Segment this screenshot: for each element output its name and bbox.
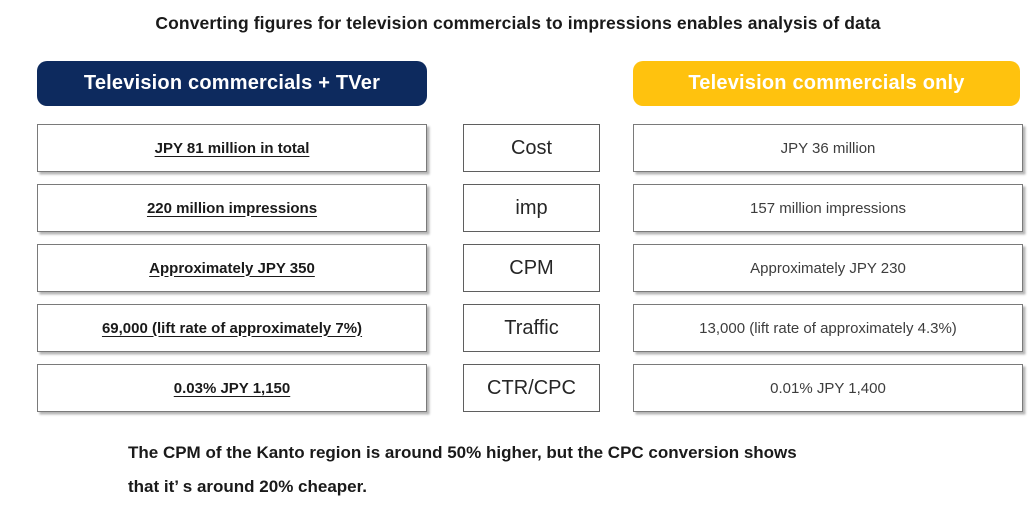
right-value: Approximately JPY 230 — [750, 259, 906, 277]
left-value-box: JPY 81 million in total — [37, 124, 427, 172]
metrics-table: JPY 81 million in total Cost JPY 36 mill… — [37, 124, 1023, 412]
left-value: 0.03% JPY 1,150 — [173, 379, 291, 397]
left-value-box: Approximately JPY 350 — [37, 244, 427, 292]
metric-label-box: CPM — [463, 244, 600, 292]
left-column-header: Television commercials + TVer — [37, 61, 427, 106]
left-value-box: 69,000 (lift rate of approximately 7%) — [37, 304, 427, 352]
right-value-box: Approximately JPY 230 — [633, 244, 1023, 292]
right-value-box: 0.01% JPY 1,400 — [633, 364, 1023, 412]
table-row: 69,000 (lift rate of approximately 7%) T… — [37, 304, 1023, 352]
footnote-line-2: that it’ s around 20% cheaper. — [128, 477, 368, 496]
slide-title: Converting figures for television commer… — [155, 13, 881, 33]
left-value: JPY 81 million in total — [154, 139, 310, 157]
footnote: The CPM of the Kanto region is around 50… — [128, 436, 797, 504]
column-headers: Television commercials + TVer Television… — [37, 61, 1023, 106]
left-value-box: 0.03% JPY 1,150 — [37, 364, 427, 412]
right-value: 0.01% JPY 1,400 — [770, 379, 886, 397]
right-value-box: JPY 36 million — [633, 124, 1023, 172]
left-value: 220 million impressions — [146, 199, 318, 217]
metric-label-box: CTR/CPC — [463, 364, 600, 412]
right-value-box: 13,000 (lift rate of approximately 4.3%) — [633, 304, 1023, 352]
right-value: 13,000 (lift rate of approximately 4.3%) — [699, 319, 957, 337]
footnote-line-1: The CPM of the Kanto region is around 50… — [128, 443, 797, 462]
metric-label: imp — [515, 196, 548, 219]
metric-label-box: imp — [463, 184, 600, 232]
table-row: Approximately JPY 350 CPM Approximately … — [37, 244, 1023, 292]
right-value: 157 million impressions — [750, 199, 906, 217]
left-value: Approximately JPY 350 — [149, 259, 315, 277]
metric-label-box: Traffic — [463, 304, 600, 352]
right-value-box: 157 million impressions — [633, 184, 1023, 232]
metric-label: Traffic — [504, 316, 559, 339]
right-value: JPY 36 million — [780, 139, 876, 157]
left-value-box: 220 million impressions — [37, 184, 427, 232]
table-row: JPY 81 million in total Cost JPY 36 mill… — [37, 124, 1023, 172]
metric-label: CPM — [509, 256, 554, 279]
metric-label: CTR/CPC — [487, 376, 576, 399]
metric-label-box: Cost — [463, 124, 600, 172]
right-column-header: Television commercials only — [633, 61, 1020, 106]
metric-label: Cost — [510, 136, 553, 159]
table-row: 220 million impressions imp 157 million … — [37, 184, 1023, 232]
table-row: 0.03% JPY 1,150 CTR/CPC 0.01% JPY 1,400 — [37, 364, 1023, 412]
left-value: 69,000 (lift rate of approximately 7%) — [101, 319, 363, 337]
